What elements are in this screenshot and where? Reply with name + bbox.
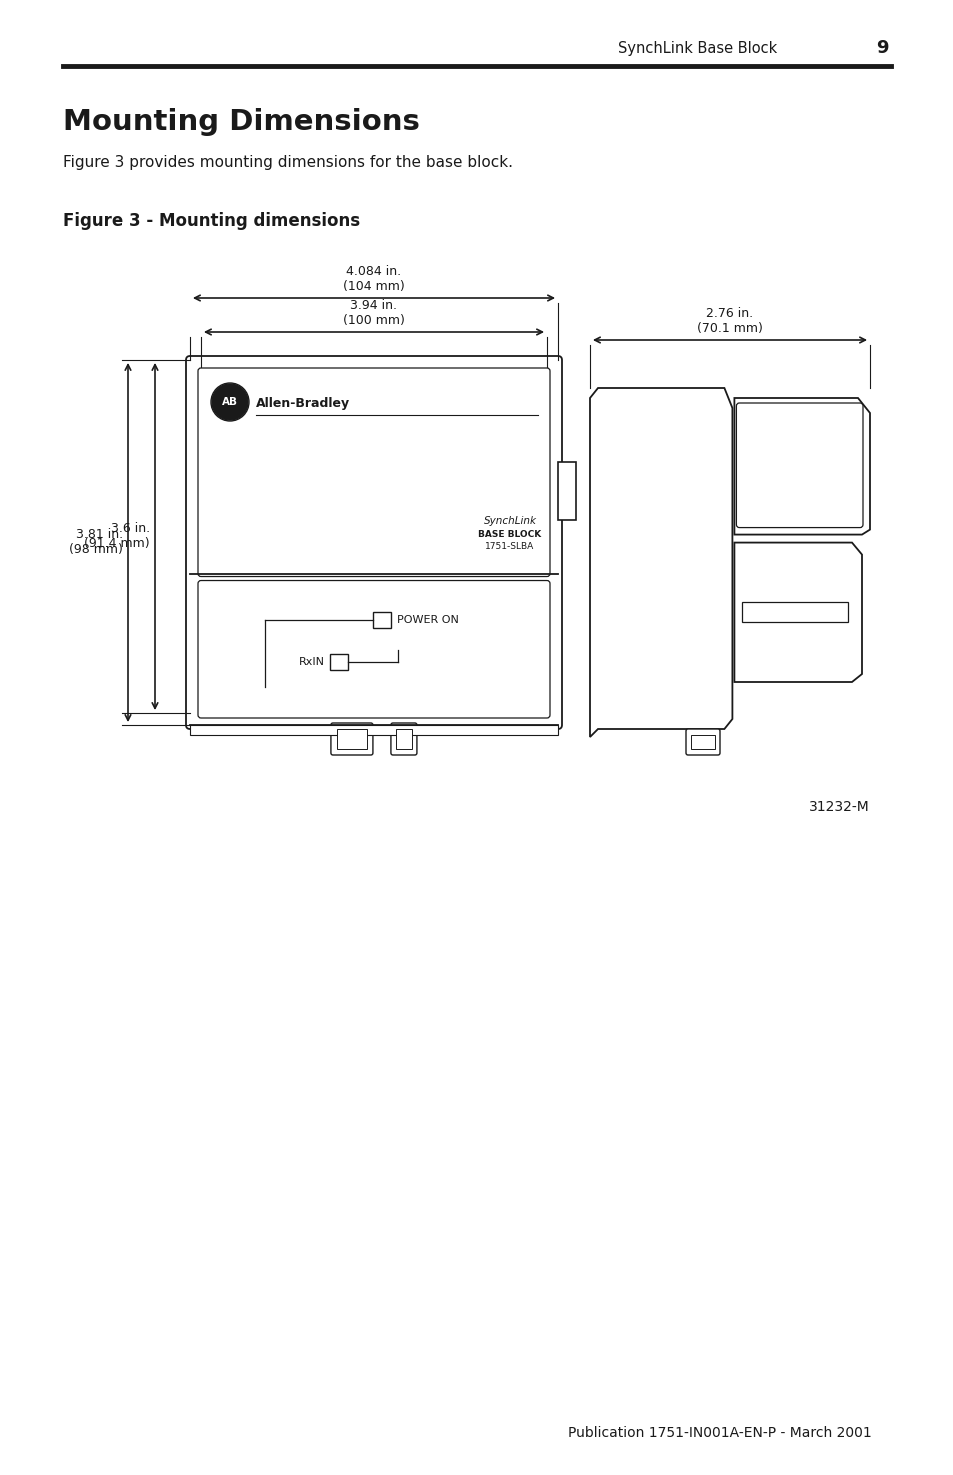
FancyBboxPatch shape bbox=[186, 355, 561, 729]
FancyBboxPatch shape bbox=[685, 729, 720, 755]
Text: SynchLink: SynchLink bbox=[483, 516, 536, 525]
Bar bbox=[336, 729, 367, 749]
Text: SynchLink Base Block: SynchLink Base Block bbox=[618, 40, 777, 56]
Text: 2.76 in.
(70.1 mm): 2.76 in. (70.1 mm) bbox=[697, 307, 762, 335]
FancyBboxPatch shape bbox=[198, 581, 550, 718]
Text: Mounting Dimensions: Mounting Dimensions bbox=[63, 108, 419, 136]
Text: Figure 3 - Mounting dimensions: Figure 3 - Mounting dimensions bbox=[63, 212, 359, 230]
FancyBboxPatch shape bbox=[331, 723, 373, 755]
Text: 9: 9 bbox=[875, 38, 887, 58]
FancyBboxPatch shape bbox=[198, 367, 550, 577]
Bar bbox=[330, 653, 348, 670]
Text: 3.81 in.
(98 mm): 3.81 in. (98 mm) bbox=[69, 528, 123, 556]
Bar bbox=[190, 726, 558, 735]
Text: 31232-M: 31232-M bbox=[808, 799, 869, 814]
Text: POWER ON: POWER ON bbox=[396, 615, 458, 624]
Text: 3.6 in.
(91.4 mm): 3.6 in. (91.4 mm) bbox=[84, 522, 150, 550]
FancyBboxPatch shape bbox=[736, 403, 862, 528]
Text: 3.94 in.
(100 mm): 3.94 in. (100 mm) bbox=[343, 299, 404, 327]
Bar bbox=[741, 602, 847, 622]
Bar bbox=[558, 462, 576, 521]
Text: Publication 1751-IN001A-EN-P - March 2001: Publication 1751-IN001A-EN-P - March 200… bbox=[568, 1426, 871, 1440]
Text: AB: AB bbox=[222, 397, 237, 407]
Text: 4.084 in.
(104 mm): 4.084 in. (104 mm) bbox=[343, 266, 404, 294]
Bar bbox=[373, 612, 391, 627]
Polygon shape bbox=[589, 388, 732, 738]
Polygon shape bbox=[734, 543, 862, 681]
Circle shape bbox=[212, 384, 248, 420]
Text: Figure 3 provides mounting dimensions for the base block.: Figure 3 provides mounting dimensions fo… bbox=[63, 155, 513, 170]
Bar bbox=[690, 735, 714, 749]
Bar bbox=[395, 729, 412, 749]
FancyBboxPatch shape bbox=[391, 723, 416, 755]
Text: 1751-SLBA: 1751-SLBA bbox=[485, 541, 534, 550]
Polygon shape bbox=[734, 398, 869, 534]
Text: Allen-Bradley: Allen-Bradley bbox=[255, 397, 350, 410]
Text: BASE BLOCK: BASE BLOCK bbox=[477, 530, 541, 538]
Text: RxIN: RxIN bbox=[298, 656, 325, 667]
